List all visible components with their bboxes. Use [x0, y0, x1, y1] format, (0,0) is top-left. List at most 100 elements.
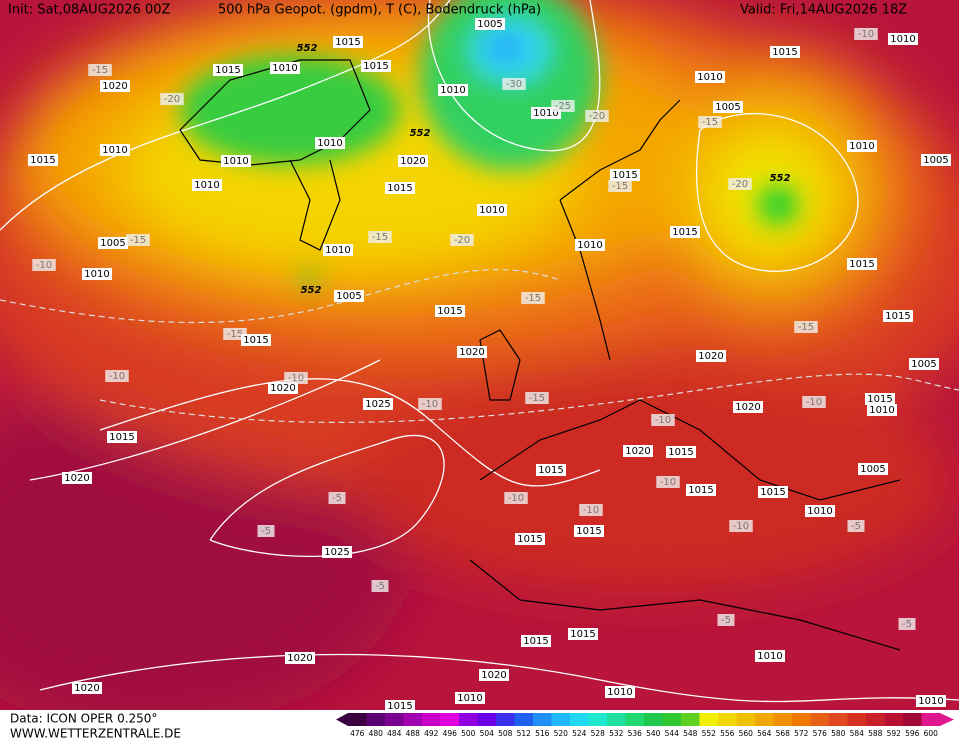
temp-label-box — [328, 492, 346, 504]
pressure-label-box — [285, 652, 315, 664]
pressure-label-box — [670, 226, 700, 238]
pressure-label: 1015 — [668, 447, 693, 458]
temp-label-box — [504, 492, 528, 504]
pressure-label-box — [865, 393, 895, 405]
colorbar-cell — [459, 713, 478, 726]
temp-label: -10 — [508, 493, 524, 504]
temp-label: -15 — [702, 117, 718, 128]
pressure-label: 1010 — [533, 108, 558, 119]
pressure-label-box — [322, 546, 352, 558]
temp-label: -20 — [164, 94, 180, 105]
pressure-label-box — [610, 169, 640, 181]
pressure-label: 1010 — [807, 506, 832, 517]
pressure-label: 1020 — [698, 351, 723, 362]
temp-label: -15 — [92, 65, 108, 76]
temp-label-box — [585, 110, 609, 122]
colorbar-cell — [607, 713, 626, 726]
pressure-label: 1010 — [849, 141, 874, 152]
isobar — [0, 0, 451, 231]
pressure-label: 1015 — [760, 487, 785, 498]
temp-label: -5 — [375, 581, 385, 592]
valid-time: Valid: Fri,14AUG2026 18Z — [740, 3, 907, 18]
temp-label-box — [579, 504, 603, 516]
pressure-label-box — [713, 101, 743, 113]
pressure-label-box — [100, 80, 130, 92]
colorbar-label: 544 — [665, 729, 680, 738]
colorbar-label: 500 — [461, 729, 476, 738]
pressure-label: 1015 — [387, 183, 412, 194]
colorbar-label: 480 — [369, 729, 384, 738]
colorbar-cell — [625, 713, 645, 726]
pressure-label-box — [477, 204, 507, 216]
colorbar-label: 568 — [776, 729, 791, 738]
pressure-label: 1020 — [270, 383, 295, 394]
temp-label: -10 — [36, 260, 52, 271]
pressure-label: 1015 — [688, 485, 713, 496]
colorbar-cell — [866, 713, 885, 726]
colorbar-cell — [533, 713, 552, 726]
temp-label: -10 — [733, 521, 749, 532]
temp-label-box — [794, 321, 818, 333]
pressure-label-box — [333, 36, 363, 48]
colorbar-cell — [773, 713, 793, 726]
temp-label: -10 — [583, 505, 599, 516]
pressure-label: 1015 — [576, 526, 601, 537]
pressure-label-box — [475, 18, 505, 30]
pressure-label: 1020 — [481, 670, 506, 681]
temp-label: -25 — [555, 101, 571, 112]
colorbar-label: 476 — [350, 729, 365, 738]
temp-label: -20 — [732, 179, 748, 190]
pressure-label-box — [521, 635, 551, 647]
colorbar-label: 516 — [535, 729, 550, 738]
pressure-label: 1015 — [523, 636, 548, 647]
temp-label-box — [88, 64, 112, 76]
pressure-label-box — [334, 290, 364, 302]
colorbar-arrow — [336, 713, 348, 726]
pressure-label: 1015 — [363, 61, 388, 72]
pressure-label: 1015 — [570, 629, 595, 640]
pressure-label-box — [221, 155, 251, 167]
pressure-label-box — [770, 46, 800, 58]
isobar — [39, 653, 959, 703]
colorbar-label: 488 — [406, 729, 421, 738]
colorbar-cell — [792, 713, 811, 726]
colorbar-cell — [440, 713, 460, 726]
temp-label-box — [847, 520, 865, 532]
pressure-label-box — [479, 669, 509, 681]
pressure-label-box — [909, 358, 939, 370]
colorbar-label: 580 — [831, 729, 846, 738]
colorbar-cell — [921, 713, 941, 726]
colorbar-label: 528 — [591, 729, 606, 738]
site: WWW.WETTERZENTRALE.DE — [10, 727, 181, 741]
pressure-label: 1010 — [440, 85, 465, 96]
pressure-label: 1020 — [625, 446, 650, 457]
pressure-label: 1010 — [194, 180, 219, 191]
colorbar-cell — [422, 713, 441, 726]
colorbar-label: 532 — [609, 729, 624, 738]
pressure-label: 1015 — [30, 155, 55, 166]
colorbar-cell — [681, 713, 700, 726]
colorbar-label: 512 — [517, 729, 532, 738]
temp-label: -10 — [109, 371, 125, 382]
temp-label: -10 — [660, 477, 676, 488]
colorbar-cell — [736, 713, 756, 726]
pressure-label-box — [916, 695, 946, 707]
pressure-label: 1020 — [287, 653, 312, 664]
pressure-label: 1010 — [84, 269, 109, 280]
colorbar-cell — [847, 713, 867, 726]
colorbar-label: 596 — [905, 729, 920, 738]
pressure-label: 1015 — [885, 311, 910, 322]
pressure-label-box — [438, 84, 468, 96]
colorbar-cell — [810, 713, 830, 726]
pressure-label: 1005 — [477, 19, 502, 30]
pressure-label-box — [623, 445, 653, 457]
pressure-label: 1015 — [672, 227, 697, 238]
pressure-label: 1015 — [215, 65, 240, 76]
colorbar-cell — [699, 713, 719, 726]
temp-label-box — [450, 234, 474, 246]
colorbar-label: 520 — [554, 729, 569, 738]
colorbar-label: 576 — [813, 729, 828, 738]
temp-label: -20 — [454, 235, 470, 246]
temp-label-box — [698, 116, 722, 128]
